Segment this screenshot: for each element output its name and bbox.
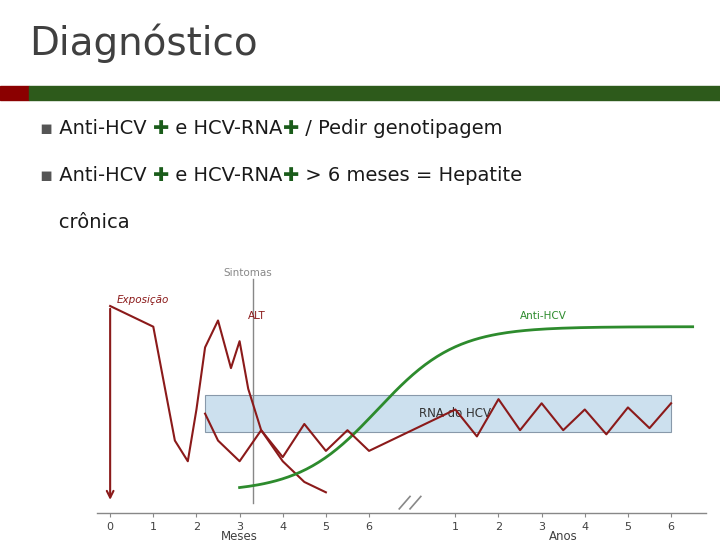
Bar <box>205 395 671 432</box>
Text: Anti-HCV: Anti-HCV <box>520 312 567 321</box>
Text: e HCV-RNA: e HCV-RNA <box>169 166 282 185</box>
Text: ✚: ✚ <box>282 166 299 185</box>
Text: Anos: Anos <box>549 530 577 540</box>
Text: > 6 meses = Hepatite: > 6 meses = Hepatite <box>299 166 522 185</box>
Text: e HCV-RNA: e HCV-RNA <box>169 119 282 138</box>
Text: crônica: crônica <box>40 213 129 232</box>
Text: ✚: ✚ <box>153 166 169 185</box>
Text: Meses: Meses <box>221 530 258 540</box>
Text: ALT: ALT <box>248 312 266 321</box>
Text: Anti-HCV: Anti-HCV <box>53 119 153 138</box>
Text: ✚: ✚ <box>282 119 299 138</box>
Text: RNA do HCV: RNA do HCV <box>419 407 491 420</box>
Text: ▪: ▪ <box>40 166 53 185</box>
Text: Anti-HCV: Anti-HCV <box>53 166 153 185</box>
Bar <box>0 86 29 100</box>
Text: Exposição: Exposição <box>117 295 169 305</box>
Text: ▪: ▪ <box>40 119 53 138</box>
Text: / Pedir genotipagem: / Pedir genotipagem <box>299 119 503 138</box>
Text: Diagnóstico: Diagnóstico <box>29 23 258 63</box>
Text: ✚: ✚ <box>153 119 169 138</box>
Text: Sintomas: Sintomas <box>224 268 273 278</box>
